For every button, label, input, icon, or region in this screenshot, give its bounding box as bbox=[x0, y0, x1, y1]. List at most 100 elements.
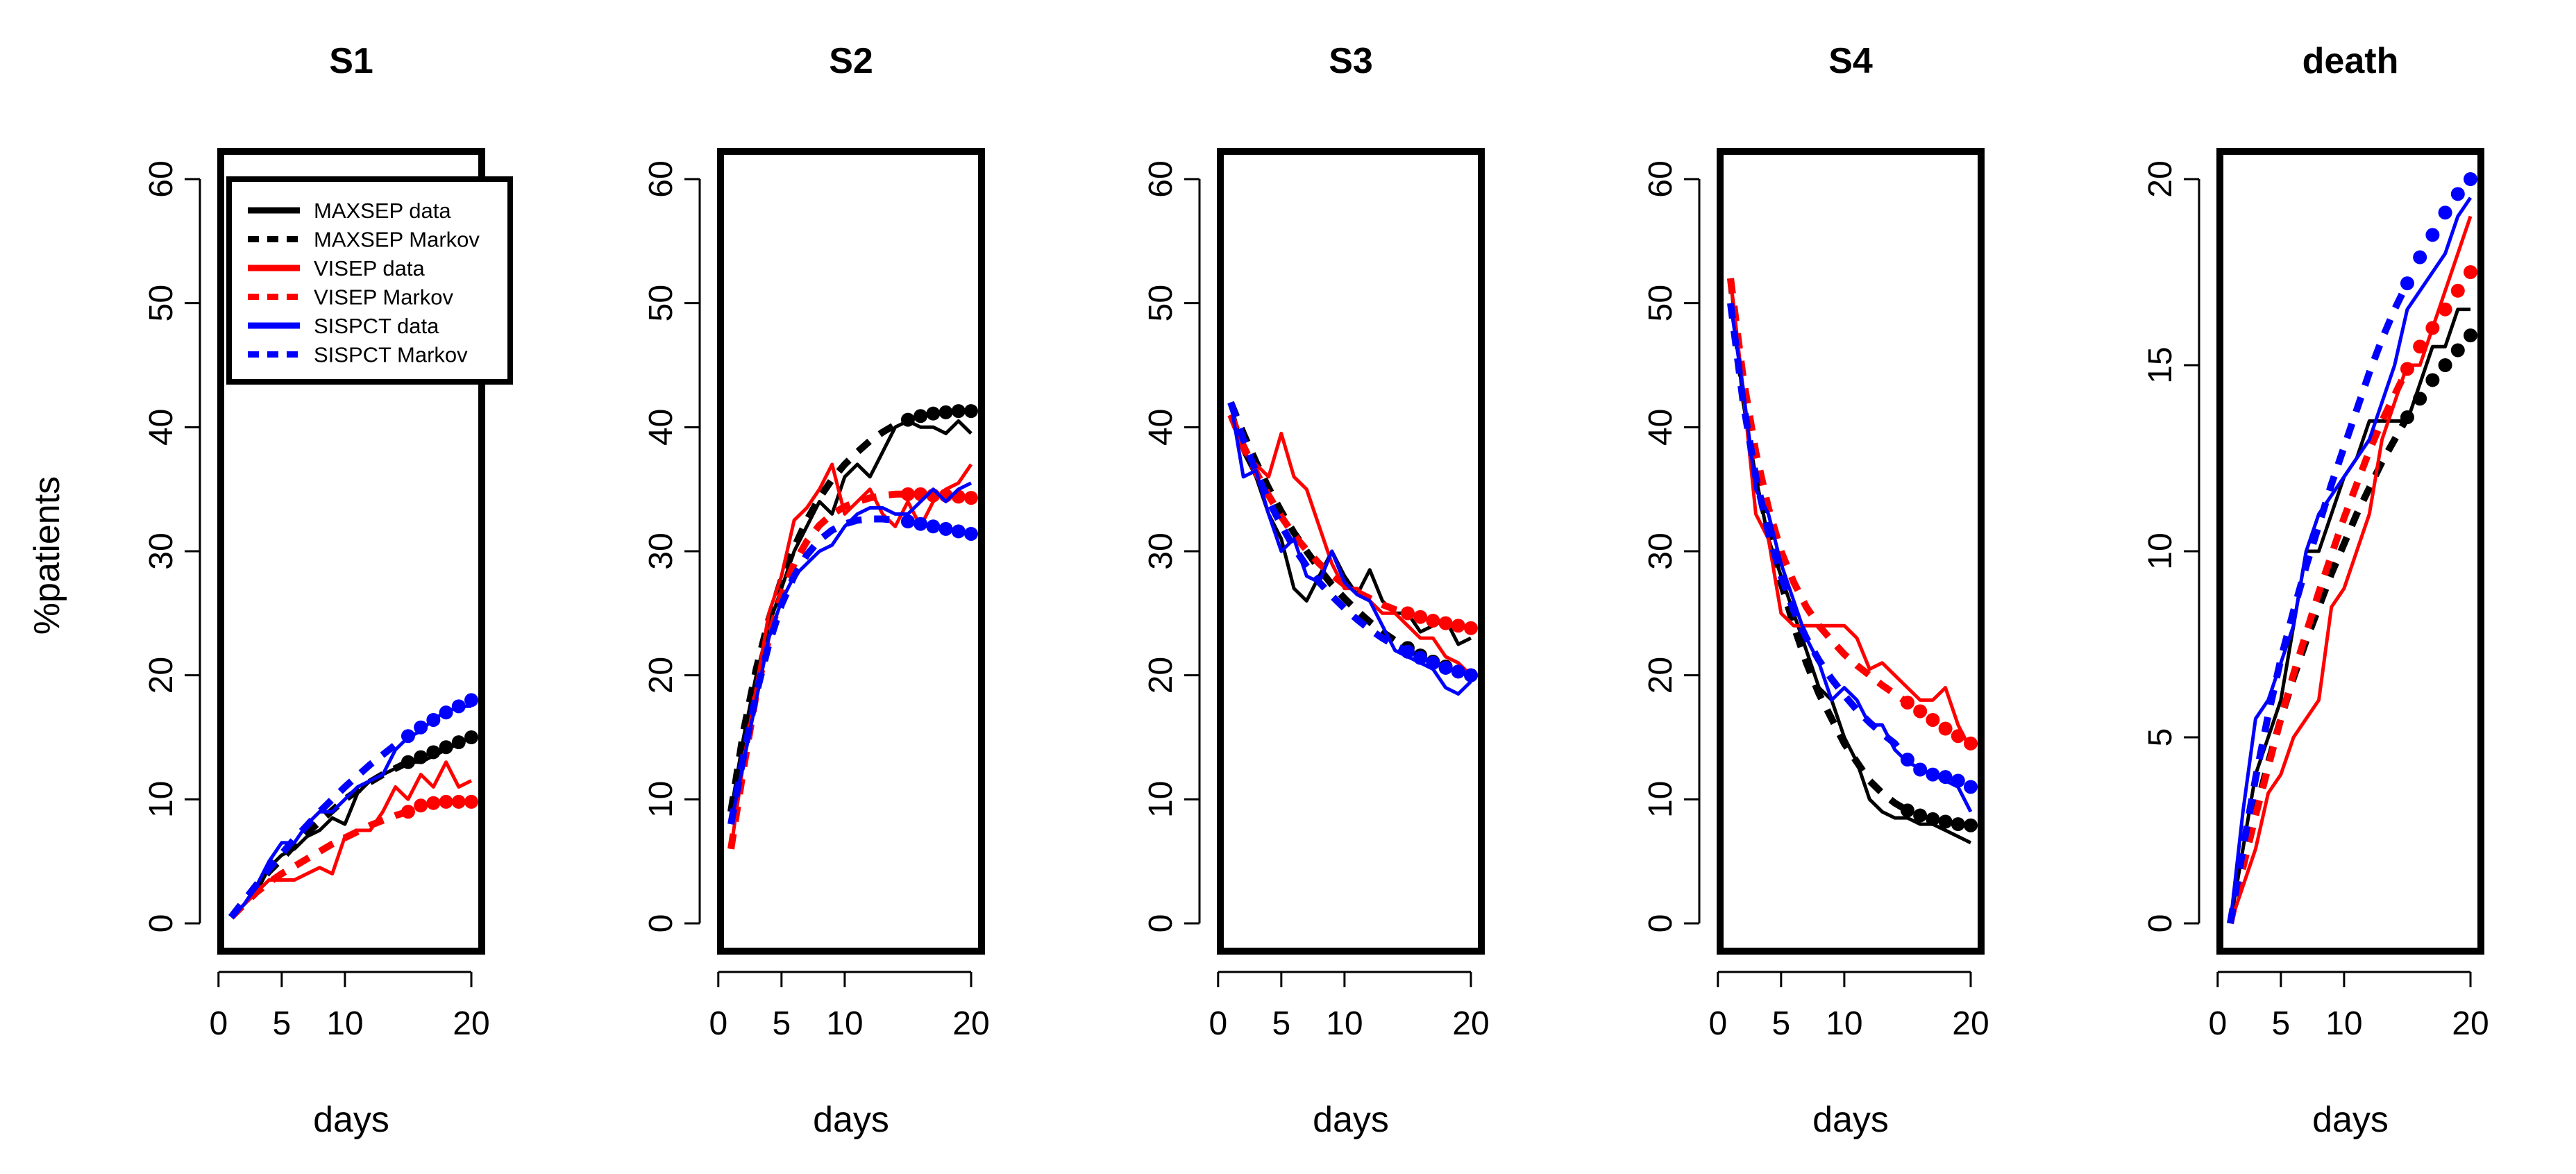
series-point-sispct-markov bbox=[900, 514, 915, 529]
series-point-maxsep-markov bbox=[401, 755, 415, 769]
series-point-maxsep-markov bbox=[2425, 373, 2440, 387]
series-point-maxsep-markov bbox=[1938, 814, 1953, 829]
series-point-sispct-markov bbox=[2464, 172, 2477, 186]
x-tick-label: 20 bbox=[1952, 1005, 1989, 1042]
series-point-maxsep-markov bbox=[2464, 328, 2477, 343]
series-point-sispct-markov bbox=[1426, 655, 1440, 670]
y-tick-label: 20 bbox=[2142, 160, 2179, 197]
series-point-visep-markov bbox=[451, 794, 466, 809]
y-tick-label: 30 bbox=[643, 533, 680, 569]
legend: MAXSEP data MAXSEP Markov VISEP data VISEP … bbox=[226, 176, 513, 385]
panel-s4: S4 0 10 20 30 40 50 60 0 5 10 20 days bbox=[1642, 41, 1989, 1140]
series-point-visep-markov bbox=[1426, 614, 1440, 628]
series-point-visep-markov bbox=[964, 491, 978, 505]
y-tick-label: 40 bbox=[1642, 409, 1679, 446]
plot-frame bbox=[1217, 148, 1485, 955]
series-point-sispct-markov bbox=[938, 521, 953, 536]
series-point-maxsep-markov bbox=[1951, 817, 1965, 832]
series-point-sispct-markov bbox=[2438, 206, 2452, 220]
series-point-sispct-markov bbox=[914, 517, 928, 531]
y-tick-label: 10 bbox=[2142, 533, 2179, 569]
x-tick-label: 20 bbox=[2452, 1005, 2489, 1042]
y-tick-label: 0 bbox=[643, 914, 680, 933]
y-tick-label: 50 bbox=[1143, 285, 1179, 321]
series-point-maxsep-markov bbox=[1913, 808, 1928, 823]
y-tick-label: 60 bbox=[1143, 160, 1179, 197]
series-point-visep-markov bbox=[439, 794, 453, 809]
series-point-sispct-markov bbox=[951, 524, 966, 539]
panel-s3: S3 0 10 20 30 40 50 60 0 5 10 20 days bbox=[1143, 41, 1490, 1140]
series-point-visep-markov bbox=[2400, 362, 2414, 376]
x-tick-label: 0 bbox=[1708, 1005, 1727, 1042]
panel-title: S3 bbox=[1329, 41, 1373, 81]
y-tick-label: 40 bbox=[643, 409, 680, 446]
series-point-maxsep-markov bbox=[964, 404, 978, 419]
y-tick-label: 30 bbox=[1642, 533, 1679, 569]
series-point-visep-markov bbox=[1400, 606, 1415, 621]
series-point-sispct-markov bbox=[1400, 644, 1415, 659]
y-tick-label: 60 bbox=[1642, 160, 1679, 197]
series-point-maxsep-markov bbox=[914, 409, 928, 424]
legend-label: SISPCT data bbox=[314, 314, 439, 338]
series-point-maxsep-markov bbox=[439, 740, 453, 755]
y-tick-label: 30 bbox=[1143, 533, 1179, 569]
x-tick-label: 20 bbox=[952, 1005, 989, 1042]
legend-label: SISPCT Markov bbox=[314, 343, 468, 367]
panel-s2: S2 0 10 20 30 40 50 60 0 5 10 20 days bbox=[643, 41, 990, 1140]
x-tick-label: 10 bbox=[2325, 1005, 2362, 1042]
series-point-visep-markov bbox=[2438, 302, 2452, 317]
series-point-visep-markov bbox=[1464, 621, 1478, 635]
y-tick-label: 10 bbox=[643, 781, 680, 818]
x-tick-label: 0 bbox=[209, 1005, 228, 1042]
plot-frame bbox=[2216, 148, 2484, 955]
series-point-sispct-markov bbox=[414, 720, 428, 735]
series-point-visep-markov bbox=[426, 796, 441, 810]
legend-label: MAXSEP Markov bbox=[314, 228, 480, 252]
series-point-sispct-markov bbox=[1413, 651, 1428, 665]
y-tick-label: 20 bbox=[1143, 657, 1179, 694]
series-point-sispct-markov bbox=[2450, 187, 2465, 201]
x-tick-label: 5 bbox=[272, 1005, 291, 1042]
y-tick-label: 20 bbox=[1642, 657, 1679, 694]
x-axis-label: days bbox=[1812, 1100, 1889, 1140]
plot-frame bbox=[217, 148, 485, 955]
series-point-visep-markov bbox=[1951, 729, 1965, 744]
panel-death: death 0 5 10 15 20 0 5 10 20 days bbox=[2142, 41, 2489, 1140]
x-tick-label: 0 bbox=[2208, 1005, 2227, 1042]
series-line-visep-markov bbox=[1227, 413, 1409, 617]
panel-title: S2 bbox=[829, 41, 873, 81]
series-point-sispct-markov bbox=[2400, 276, 2414, 291]
series-point-sispct-markov bbox=[1964, 780, 1978, 794]
panel-title: S1 bbox=[329, 41, 373, 81]
panel-s1: S1 0 10 20 30 40 50 60 0 5 10 20 days bbox=[143, 41, 490, 1140]
y-tick-label: 10 bbox=[1642, 781, 1679, 818]
series-point-visep-markov bbox=[1964, 736, 1978, 750]
series-point-visep-markov bbox=[1913, 704, 1928, 719]
series-point-sispct-markov bbox=[451, 699, 466, 714]
series-point-maxsep-markov bbox=[2413, 392, 2427, 406]
y-tick-label: 5 bbox=[2142, 728, 2179, 747]
y-tick-label: 60 bbox=[143, 160, 180, 197]
series-point-visep-markov bbox=[401, 805, 415, 819]
series-point-maxsep-markov bbox=[926, 406, 941, 421]
series-line-sispct-markov bbox=[1227, 401, 1410, 655]
y-tick-label: 10 bbox=[1143, 781, 1179, 818]
y-tick-label: 40 bbox=[143, 409, 180, 446]
series-point-sispct-markov bbox=[2425, 228, 2440, 242]
x-tick-label: 10 bbox=[1326, 1005, 1363, 1042]
series-line-visep-markov bbox=[1727, 278, 1910, 706]
y-tick-label: 0 bbox=[2142, 914, 2179, 933]
series-point-visep-markov bbox=[1900, 695, 1914, 710]
series-line-visep-markov bbox=[2227, 367, 2411, 925]
y-tick-label: 40 bbox=[1143, 409, 1179, 446]
series-point-visep-markov bbox=[900, 487, 915, 501]
series-line-visep-markov bbox=[228, 808, 410, 920]
x-tick-label: 0 bbox=[709, 1005, 727, 1042]
series-point-visep-markov bbox=[414, 798, 428, 813]
x-axis-label: days bbox=[2312, 1100, 2389, 1140]
y-tick-label: 50 bbox=[143, 285, 180, 321]
series-point-sispct-markov bbox=[1938, 770, 1953, 785]
x-tick-label: 10 bbox=[826, 1005, 863, 1042]
series-point-sispct-markov bbox=[401, 729, 415, 744]
series-point-visep-markov bbox=[2413, 339, 2427, 354]
